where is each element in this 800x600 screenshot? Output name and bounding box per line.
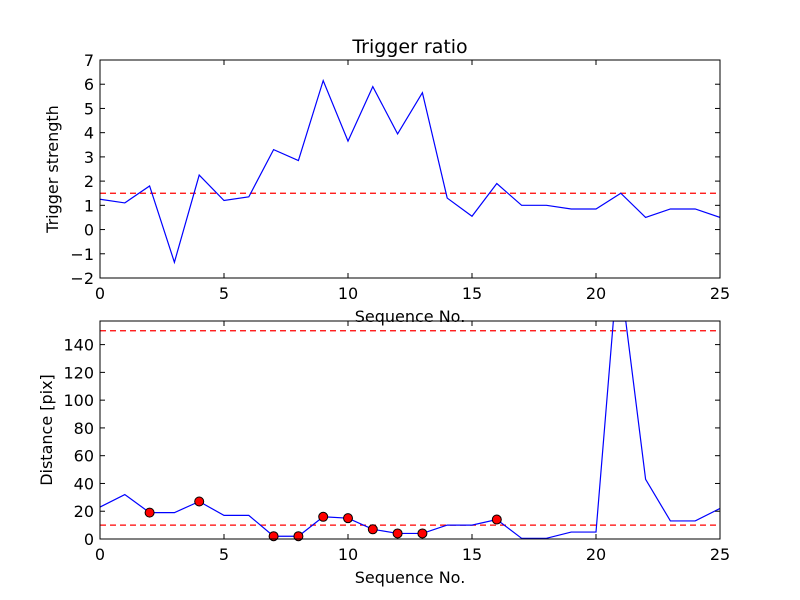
x-tick-label-3: 15 [462, 545, 482, 564]
plot-frame-bottom [99, 320, 721, 540]
x-tick-label-5: 25 [710, 545, 730, 564]
data-point-marker-6 [367, 524, 378, 535]
x-tick-label-1: 5 [219, 545, 229, 564]
data-point-marker-4 [318, 511, 329, 522]
y-tick-label-7: 140 [63, 336, 94, 355]
y-tick-label-3: 60 [74, 447, 94, 466]
x-tick-label-4: 20 [586, 545, 606, 564]
y-tick-label-5: 100 [63, 391, 94, 410]
x-tick-label-2: 10 [338, 284, 358, 303]
chart-title-top: Trigger ratio [351, 36, 467, 58]
ticks-bottom: 0 5 10 15 20 25 0 20 40 60 80 100 120 140 [63, 321, 730, 564]
x-axis-label-top: Sequence No. [355, 307, 466, 326]
x-tick-label-1: 5 [219, 284, 229, 303]
y-tick-label-6: 120 [63, 363, 94, 382]
highlight-markers [144, 496, 502, 542]
y-tick-label-0: 0 [84, 530, 94, 549]
x-tick-label-0: 0 [95, 284, 105, 303]
series-bottom [100, 321, 720, 539]
y-tick-label-9: 7 [84, 51, 94, 70]
y-tick-label-7: 5 [84, 99, 94, 118]
x-axis-label-bottom: Sequence No. [355, 568, 466, 587]
x-tick-label-5: 25 [710, 284, 730, 303]
ticks-top: 0 5 10 15 20 25 −2 −1 0 1 2 3 4 5 6 7 [70, 51, 730, 303]
y-tick-label-1: −1 [70, 245, 94, 264]
y-tick-label-5: 3 [84, 148, 94, 167]
x-tick-label-3: 15 [462, 284, 482, 303]
y-tick-label-3: 1 [84, 196, 94, 215]
plot-frame-top [99, 59, 721, 279]
series-top [100, 78, 720, 265]
data-point-marker-0 [144, 507, 155, 518]
data-point-marker-9 [491, 514, 502, 525]
y-tick-label-2: 40 [74, 474, 94, 493]
y-tick-label-6: 4 [84, 124, 94, 143]
y-axis-label-bottom: Distance [pix] [37, 374, 56, 486]
y-tick-label-1: 20 [74, 502, 94, 521]
distance-chart: 0 5 10 15 20 25 0 20 40 60 80 100 120 140 Sequence No… [37, 320, 730, 587]
y-tick-label-4: 2 [84, 172, 94, 191]
y-axis-label-top: Trigger strength [43, 105, 62, 234]
y-tick-label-8: 6 [84, 75, 94, 94]
data-point-marker-7 [392, 528, 403, 539]
y-tick-label-4: 80 [74, 419, 94, 438]
x-tick-label-4: 20 [586, 284, 606, 303]
threshold-lines-bottom [100, 330, 720, 526]
data-point-marker-1 [194, 496, 205, 507]
x-tick-label-0: 0 [95, 545, 105, 564]
data-point-marker-3 [293, 531, 304, 542]
series-line [100, 321, 720, 539]
series-line [100, 78, 720, 265]
y-tick-label-2: 0 [84, 221, 94, 240]
y-tick-label-0: −2 [70, 269, 94, 288]
data-point-marker-5 [343, 513, 353, 524]
data-point-marker-8 [417, 528, 428, 539]
trigger-ratio-chart: 0 5 10 15 20 25 −2 −1 0 1 2 3 4 5 6 7 Trigger ratio Seq… [43, 36, 730, 326]
data-point-marker-2 [268, 531, 279, 542]
x-tick-label-2: 10 [338, 545, 358, 564]
